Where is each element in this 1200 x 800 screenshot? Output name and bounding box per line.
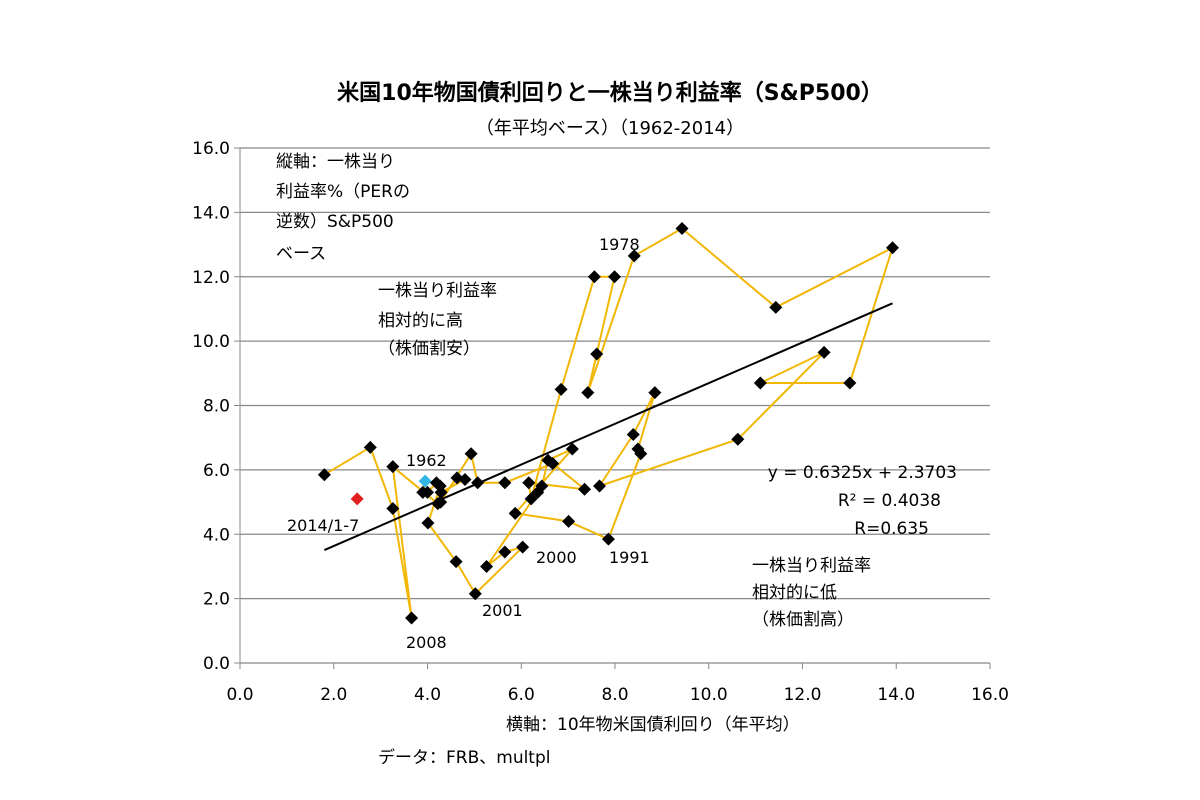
data-point xyxy=(562,514,576,528)
annotation-high-2: 相対的に高 xyxy=(378,311,463,331)
data-point xyxy=(578,482,592,496)
label-2001: 2001 xyxy=(482,601,523,620)
label-2008: 2008 xyxy=(406,633,447,652)
data-point xyxy=(843,376,857,390)
y-tick-label: 4.0 xyxy=(203,525,230,545)
data-point xyxy=(817,345,831,359)
data-point xyxy=(626,427,640,441)
data-point xyxy=(421,485,434,499)
data-point xyxy=(386,502,400,515)
data-point xyxy=(317,468,331,482)
y-tick-label: 0.0 xyxy=(203,654,230,674)
y-axis-label-2: 利益率%（PERの xyxy=(276,182,410,202)
data-point xyxy=(468,587,482,601)
x-tick-label: 0.0 xyxy=(226,685,253,705)
label-2000: 2000 xyxy=(536,548,577,567)
data-point-start xyxy=(418,474,432,488)
data-point xyxy=(608,270,622,284)
x-tick-label: 8.0 xyxy=(601,685,628,705)
data-point xyxy=(541,453,555,467)
y-axis-label-1: 縦軸：一株当り xyxy=(276,152,395,172)
data-point xyxy=(480,559,494,573)
y-ticks: 0.0 2.0 4.0 6.0 8.0 10.0 12.0 14.0 16.0 xyxy=(192,139,230,674)
data-point xyxy=(565,442,579,456)
x-axis-label: 横軸：10年物米国債利回り（年平均） xyxy=(506,715,800,735)
x-tick-label: 4.0 xyxy=(414,685,441,705)
data-point xyxy=(648,386,662,400)
data-point xyxy=(522,476,536,490)
y-tick-label: 12.0 xyxy=(192,268,230,288)
y-axis-label-3: 逆数）S&P500 xyxy=(276,212,394,232)
x-tick-label: 14.0 xyxy=(877,685,915,705)
chart-subtitle: （年平均ベース）（1962-2014） xyxy=(476,118,744,139)
x-tick-label: 16.0 xyxy=(971,685,1009,705)
label-1991: 1991 xyxy=(609,548,650,567)
data-point xyxy=(508,506,522,520)
data-point xyxy=(731,432,745,446)
data-point xyxy=(421,516,435,530)
data-point xyxy=(675,221,689,235)
data-point xyxy=(471,476,485,490)
y-tick-label: 10.0 xyxy=(192,332,230,352)
annotation-low-3: （株価割高） xyxy=(752,610,854,630)
data-point xyxy=(634,447,648,461)
data-point xyxy=(449,555,463,569)
trend-line xyxy=(323,302,893,551)
annotation-low-2: 相対的に低 xyxy=(752,583,837,603)
y-tick-label: 2.0 xyxy=(203,590,230,610)
x-tick-label: 2.0 xyxy=(320,685,347,705)
label-2014: 2014/1-7 xyxy=(287,516,359,535)
data-point xyxy=(386,460,400,474)
y-tick-label: 6.0 xyxy=(203,461,230,481)
chart-title: 米国10年物国債利回りと一株当り利益率（S&P500） xyxy=(337,80,883,106)
data-point xyxy=(590,347,604,361)
annotation-high-1: 一株当り利益率 xyxy=(378,281,497,301)
y-tick-label: 8.0 xyxy=(203,397,230,417)
y-tick-label: 14.0 xyxy=(192,203,230,223)
x-tick-label: 12.0 xyxy=(784,685,822,705)
annotation-high-3: （株価割安） xyxy=(378,339,480,359)
data-point xyxy=(464,447,478,461)
data-point xyxy=(498,476,512,490)
data-source: データ：FRB、multpl xyxy=(378,747,551,768)
label-1962: 1962 xyxy=(406,451,447,470)
x-tick-label: 10.0 xyxy=(690,685,728,705)
data-point xyxy=(405,611,419,625)
data-point-latest xyxy=(350,492,364,506)
data-point xyxy=(593,479,607,493)
data-point xyxy=(886,241,899,255)
equation-line-1: y = 0.6325x + 2.3703 xyxy=(768,463,957,483)
equation-line-2: R² = 0.4038 xyxy=(838,491,941,511)
data-point xyxy=(769,300,783,314)
y-tick-label: 16.0 xyxy=(192,139,230,159)
data-point xyxy=(753,376,767,390)
y-axis-label-4: ベース xyxy=(276,244,326,264)
data-point xyxy=(363,440,377,454)
data-point xyxy=(434,485,448,499)
data-point xyxy=(516,540,530,554)
x-tick-label: 6.0 xyxy=(508,685,535,705)
data-point xyxy=(627,249,641,263)
data-point xyxy=(450,471,464,485)
data-point xyxy=(498,545,512,559)
data-point xyxy=(431,497,445,511)
data-point xyxy=(581,386,595,400)
equation-line-3: R=0.635 xyxy=(854,519,929,539)
data-point xyxy=(587,270,601,284)
data-points xyxy=(317,221,899,625)
annotation-low-1: 一株当り利益率 xyxy=(752,556,871,576)
data-point xyxy=(554,382,568,396)
data-point xyxy=(601,532,615,546)
label-1978: 1978 xyxy=(599,235,640,254)
data-point xyxy=(531,485,545,499)
x-ticks: 0.0 2.0 4.0 6.0 8.0 10.0 12.0 14.0 16.0 xyxy=(226,663,1009,705)
